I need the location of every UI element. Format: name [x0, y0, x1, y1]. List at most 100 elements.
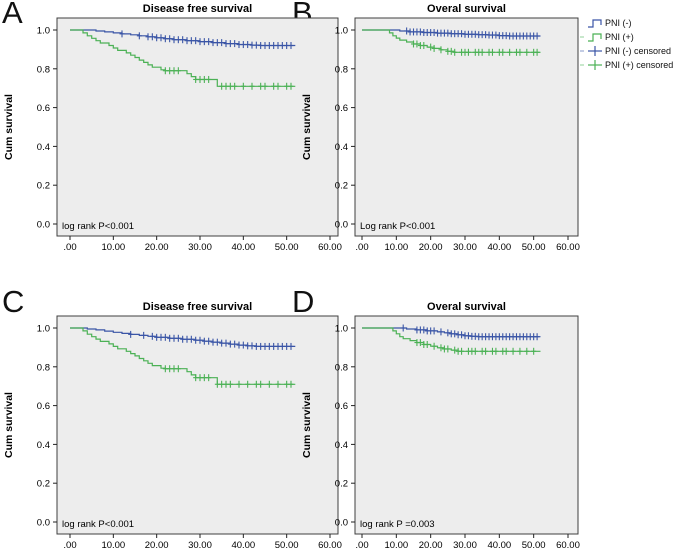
y-tick-label: 0.2: [37, 181, 50, 192]
y-tick-label: 1.0: [37, 324, 50, 335]
legend: PNI (-) PNI (+) PNI (-) censored PNI (+) ce…: [580, 16, 684, 72]
plot-area: [56, 17, 339, 237]
y-tick-label: 0.8: [37, 64, 50, 75]
censor-marks-pni-neg: [400, 324, 540, 341]
x-tick-label: 60.00: [318, 242, 342, 253]
log-rank-p-label: log rank P<0.001: [62, 221, 134, 232]
x-tick-label: 60.00: [556, 540, 580, 551]
km-plot-overall-survival-d: Overal survival 0.0 0.2 0.4 0.6 0.8 1.0 .00 10.0…: [301, 301, 580, 551]
plot-area: [354, 17, 579, 237]
y-tick-label: 0.4: [37, 142, 50, 153]
censor-marks-pni-pos: [162, 365, 294, 388]
y-tick-label: 0.2: [37, 479, 50, 490]
log-rank-p-label: Log rank P<0.001: [360, 221, 435, 232]
x-tick-label: 20.00: [419, 242, 443, 253]
y-tick-label: 0.8: [37, 362, 50, 373]
y-tick-label: 0.2: [335, 479, 348, 490]
y-tick-label: 0.6: [335, 401, 348, 412]
y-tick-label: 1.0: [37, 26, 50, 37]
y-tick-label: 0.0: [37, 518, 50, 529]
x-tick-label: .00: [355, 242, 368, 253]
legend-censored-plus-icon: [580, 60, 602, 70]
censor-marks-pni-neg: [128, 330, 294, 350]
km-plot-disease-free-survival-c: Disease free survival 0.0 0.2 0.4 0.6 0.8 1.0.…: [3, 301, 342, 551]
panel-letter-d: D: [292, 284, 315, 319]
y-tick-label: 0.4: [335, 440, 348, 451]
legend-item-label: PNI (-) censored: [605, 46, 672, 56]
y-tick-label: 0.6: [37, 103, 50, 114]
censor-marks-pni-pos: [414, 339, 537, 355]
y-axis-title: Cum survival: [301, 392, 313, 458]
plot-title: Overal survival: [427, 301, 506, 313]
x-tick-label: 40.00: [487, 242, 511, 253]
x-tick-label: 50.00: [275, 540, 299, 551]
legend-item-pni+censored: PNI (+) censored: [580, 58, 684, 72]
y-tick-label: 0.2: [335, 181, 348, 192]
legend-item-pni-censored: PNI (-) censored: [580, 44, 684, 58]
plot-area: [56, 315, 339, 535]
x-tick-label: 10.00: [101, 242, 125, 253]
km-plot-disease-free-survival-a: Disease free survival 0.0 0.2 0.4 0.6 0.8 1.0.…: [3, 3, 342, 253]
y-tick-label: 1.0: [335, 324, 348, 335]
legend-item-pni-: PNI (-): [580, 16, 684, 30]
legend-item-label: PNI (-): [605, 18, 632, 28]
panel-letter-c: C: [2, 284, 25, 319]
log-rank-p-label: log rank P<0.001: [62, 519, 134, 530]
plot-title: Disease free survival: [143, 301, 252, 313]
y-tick-label: 0.8: [335, 362, 348, 373]
x-tick-label: .00: [63, 242, 76, 253]
plot-title: Overal survival: [427, 3, 506, 15]
y-tick-label: 0.6: [335, 103, 348, 114]
panel-letter-a: A: [2, 0, 23, 30]
y-tick-label: 0.0: [335, 518, 348, 529]
x-tick-label: 10.00: [384, 242, 408, 253]
plot-area: [354, 315, 579, 535]
y-axis-title: Cum survival: [301, 94, 313, 160]
legend-item-label: PNI (+) censored: [605, 60, 674, 70]
legend-item-pni+: PNI (+): [580, 30, 684, 44]
x-tick-label: 50.00: [522, 540, 546, 551]
x-tick-label: 40.00: [487, 540, 511, 551]
censor-marks-pni-neg: [119, 30, 294, 50]
y-tick-label: 0.4: [335, 142, 348, 153]
censor-marks-pni-pos: [410, 40, 540, 56]
y-tick-label: 0.0: [335, 220, 348, 231]
log-rank-p-label: log rank P =0.003: [360, 519, 435, 530]
y-tick-label: 1.0: [335, 26, 348, 37]
x-tick-label: 20.00: [145, 242, 169, 253]
x-tick-label: 30.00: [453, 540, 477, 551]
step-glyph: [588, 33, 602, 42]
x-tick-label: 30.00: [188, 540, 212, 551]
y-tick-label: 0.8: [335, 64, 348, 75]
x-tick-label: 10.00: [101, 540, 125, 551]
y-tick-label: 0.0: [37, 220, 50, 231]
legend-item-label: PNI (+): [605, 32, 634, 42]
plot-title: Disease free survival: [143, 3, 252, 15]
x-tick-label: 50.00: [522, 242, 546, 253]
km-curve-pni-pos: [70, 327, 296, 385]
x-tick-label: 50.00: [275, 242, 299, 253]
y-axis-title: Cum survival: [3, 392, 15, 458]
x-tick-label: 30.00: [188, 242, 212, 253]
censor-marks-pni-pos: [162, 67, 294, 90]
km-curve-pni-pos: [70, 29, 296, 87]
x-tick-label: .00: [63, 540, 76, 551]
censor-marks-pni-neg: [404, 27, 540, 40]
x-tick-label: 20.00: [419, 540, 443, 551]
step-glyph: [588, 19, 602, 28]
x-tick-label: 40.00: [231, 540, 255, 551]
x-tick-label: 30.00: [453, 242, 477, 253]
km-plot-overall-survival-b: Overal survival 0.0 0.2 0.4 0.6 0.8 1.0 .00 10.0…: [301, 3, 580, 253]
x-tick-label: 60.00: [556, 242, 580, 253]
x-tick-label: 10.00: [384, 540, 408, 551]
x-tick-label: 40.00: [231, 242, 255, 253]
legend-step-line-icon: [588, 19, 602, 28]
legend-censored-plus-icon: [580, 46, 602, 56]
x-tick-label: .00: [355, 540, 368, 551]
x-tick-label: 60.00: [318, 540, 342, 551]
y-tick-label: 0.4: [37, 440, 50, 451]
legend-step-line-icon: [580, 33, 602, 42]
x-tick-label: 20.00: [145, 540, 169, 551]
y-tick-label: 0.6: [37, 401, 50, 412]
